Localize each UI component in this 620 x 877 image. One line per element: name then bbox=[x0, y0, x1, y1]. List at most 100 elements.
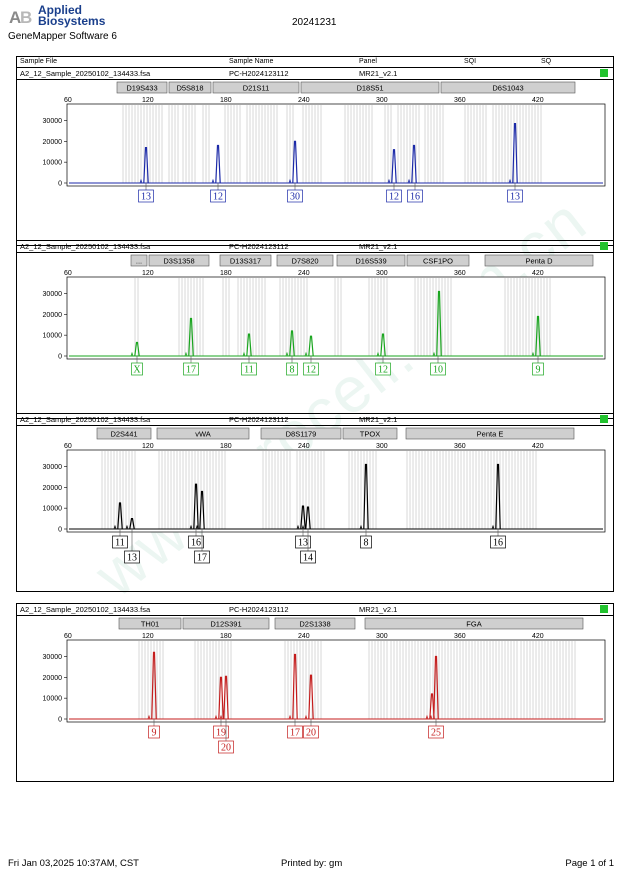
allele-call-label: 17 bbox=[197, 553, 207, 564]
printed-by: Printed by: gm bbox=[281, 858, 343, 869]
svg-text:A: A bbox=[9, 8, 21, 27]
call-box bbox=[300, 550, 316, 564]
marker-name: D7S820 bbox=[291, 257, 318, 266]
allele-call-label: 13 bbox=[298, 538, 308, 549]
call-box bbox=[287, 725, 303, 739]
stutter-peak bbox=[285, 351, 289, 357]
call-box bbox=[375, 362, 391, 376]
sample-file-name: A2_12_Sample_20250102_134433.fsa bbox=[20, 605, 151, 614]
x-tick-label: 180 bbox=[220, 270, 232, 277]
allele-call-label: 13 bbox=[510, 192, 520, 203]
call-box bbox=[188, 535, 204, 549]
y-tick-label: 10000 bbox=[43, 506, 63, 513]
call-box bbox=[138, 189, 154, 203]
allele-call-label: 8 bbox=[290, 365, 295, 376]
allele-call-label: 13 bbox=[141, 192, 151, 203]
stutter-peak bbox=[189, 524, 193, 530]
y-tick-label: 10000 bbox=[43, 696, 63, 703]
marker-name: D5S818 bbox=[176, 84, 203, 93]
brand-line-1: Applied bbox=[38, 3, 82, 17]
allele-peak bbox=[129, 517, 135, 530]
allele-call: 13 bbox=[295, 529, 311, 549]
marker-box bbox=[219, 254, 272, 267]
marker-name: D8S1179 bbox=[286, 430, 317, 439]
allele-call: 16 bbox=[188, 529, 204, 549]
stutter-peak bbox=[214, 714, 218, 720]
panel-name: MR21_v2.1 bbox=[359, 605, 398, 614]
marker-box bbox=[364, 617, 584, 630]
sample-file-name: A2_12_Sample_20250102_134433.fsa bbox=[20, 69, 151, 78]
x-tick-label: 420 bbox=[532, 633, 544, 640]
marker-label-box: D2S441 bbox=[96, 427, 152, 440]
stutter-peak bbox=[195, 524, 199, 530]
allele-call: 12 bbox=[386, 183, 402, 203]
allele-call-label: 10 bbox=[433, 365, 443, 376]
panel-name: MR21_v2.1 bbox=[359, 415, 398, 424]
marker-label-box: D5S818 bbox=[168, 81, 212, 94]
allele-peak bbox=[143, 146, 149, 184]
marker-box bbox=[276, 254, 334, 267]
call-box bbox=[490, 535, 506, 549]
stutter-peak bbox=[113, 524, 117, 530]
allele-call: 8 bbox=[286, 356, 298, 376]
call-box bbox=[303, 362, 319, 376]
marker-box bbox=[116, 81, 168, 94]
allele-call: 11 bbox=[241, 356, 257, 376]
call-box bbox=[532, 362, 544, 376]
call-box bbox=[507, 189, 523, 203]
call-box bbox=[303, 725, 319, 739]
allele-call: 16 bbox=[490, 529, 506, 549]
marker-box bbox=[260, 427, 342, 440]
call-box bbox=[241, 362, 257, 376]
allele-call-label: 9 bbox=[536, 365, 541, 376]
stutter-peak bbox=[387, 178, 391, 184]
marker-name: ... bbox=[136, 257, 142, 266]
stutter-peak bbox=[425, 714, 429, 720]
y-tick-label: 30000 bbox=[43, 118, 63, 125]
marker-box bbox=[484, 254, 594, 267]
marker-name: D19S433 bbox=[126, 84, 157, 93]
allele-call: 17 bbox=[183, 356, 199, 376]
stutter-peak bbox=[130, 351, 134, 357]
allele-peak bbox=[193, 483, 199, 530]
x-tick-label: 180 bbox=[220, 443, 232, 450]
allele-peak bbox=[363, 463, 369, 530]
call-box bbox=[210, 189, 226, 203]
allele-call: 20 bbox=[218, 719, 234, 754]
electropherogram-chart: ... D3S1358 D13S317 D7S820 D16S539 CSF1PO Pent… bbox=[43, 254, 606, 376]
allele-peak bbox=[292, 140, 298, 184]
marker-name: CSF1PO bbox=[423, 257, 453, 266]
allele-call: 10 bbox=[430, 356, 446, 376]
allele-call-label: 25 bbox=[431, 728, 441, 739]
x-tick-label: 240 bbox=[298, 270, 310, 277]
x-tick-label: 300 bbox=[376, 270, 388, 277]
allele-call-label: 11 bbox=[115, 538, 125, 549]
call-box bbox=[286, 362, 298, 376]
x-tick-label: 420 bbox=[532, 443, 544, 450]
marker-label-box: D8S1179 bbox=[260, 427, 342, 440]
x-tick-label: 360 bbox=[454, 633, 466, 640]
marker-name: D16S539 bbox=[355, 257, 386, 266]
y-tick-label: 20000 bbox=[43, 675, 63, 682]
stutter-peak bbox=[125, 524, 129, 530]
sample-name: PC-H2024123112 bbox=[229, 242, 289, 251]
electropherogram-chart: TH01 D12S391 D2S1338 FGA 60 120 180 240 300 360 42… bbox=[43, 617, 606, 754]
allele-peak bbox=[429, 693, 435, 720]
marker-label-box: TH01 bbox=[118, 617, 182, 630]
applied-biosystems-logo: A B bbox=[8, 6, 36, 28]
allele-call-label: 12 bbox=[389, 192, 399, 203]
marker-label-box: Penta D bbox=[484, 254, 594, 267]
x-tick-label: 420 bbox=[532, 270, 544, 277]
y-tick-label: 0 bbox=[58, 527, 62, 534]
allele-peak bbox=[300, 505, 306, 530]
allele-peak bbox=[391, 149, 397, 184]
x-tick-label: 120 bbox=[142, 443, 154, 450]
allele-peak bbox=[495, 463, 501, 530]
y-tick-label: 10000 bbox=[43, 160, 63, 167]
allele-peak bbox=[199, 490, 205, 530]
marker-box bbox=[212, 81, 300, 94]
print-timestamp: Fri Jan 03,2025 10:37AM, CST bbox=[8, 858, 139, 869]
allele-peak bbox=[411, 144, 417, 184]
x-tick-label: 360 bbox=[454, 443, 466, 450]
marker-box bbox=[336, 254, 406, 267]
